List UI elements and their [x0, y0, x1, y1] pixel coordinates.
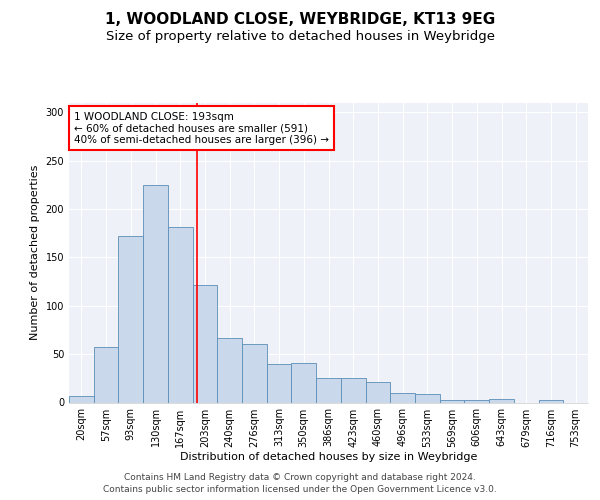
- Bar: [143, 185, 168, 402]
- Text: Size of property relative to detached houses in Weybridge: Size of property relative to detached ho…: [106, 30, 494, 43]
- Bar: [539, 400, 563, 402]
- Text: 1, WOODLAND CLOSE, WEYBRIDGE, KT13 9EG: 1, WOODLAND CLOSE, WEYBRIDGE, KT13 9EG: [105, 12, 495, 28]
- Bar: [415, 394, 440, 402]
- Bar: [217, 338, 242, 402]
- Bar: [193, 286, 217, 403]
- Bar: [267, 364, 292, 403]
- Bar: [365, 382, 390, 402]
- Bar: [316, 378, 341, 402]
- Bar: [464, 400, 489, 402]
- Bar: [341, 378, 365, 402]
- X-axis label: Distribution of detached houses by size in Weybridge: Distribution of detached houses by size …: [180, 452, 477, 462]
- Y-axis label: Number of detached properties: Number of detached properties: [30, 165, 40, 340]
- Bar: [118, 236, 143, 402]
- Bar: [390, 393, 415, 402]
- Text: Contains public sector information licensed under the Open Government Licence v3: Contains public sector information licen…: [103, 485, 497, 494]
- Bar: [94, 348, 118, 403]
- Bar: [242, 344, 267, 403]
- Bar: [440, 400, 464, 402]
- Bar: [168, 228, 193, 402]
- Bar: [69, 396, 94, 402]
- Text: 1 WOODLAND CLOSE: 193sqm
← 60% of detached houses are smaller (591)
40% of semi-: 1 WOODLAND CLOSE: 193sqm ← 60% of detach…: [74, 112, 329, 144]
- Bar: [489, 398, 514, 402]
- Text: Contains HM Land Registry data © Crown copyright and database right 2024.: Contains HM Land Registry data © Crown c…: [124, 472, 476, 482]
- Bar: [292, 363, 316, 403]
